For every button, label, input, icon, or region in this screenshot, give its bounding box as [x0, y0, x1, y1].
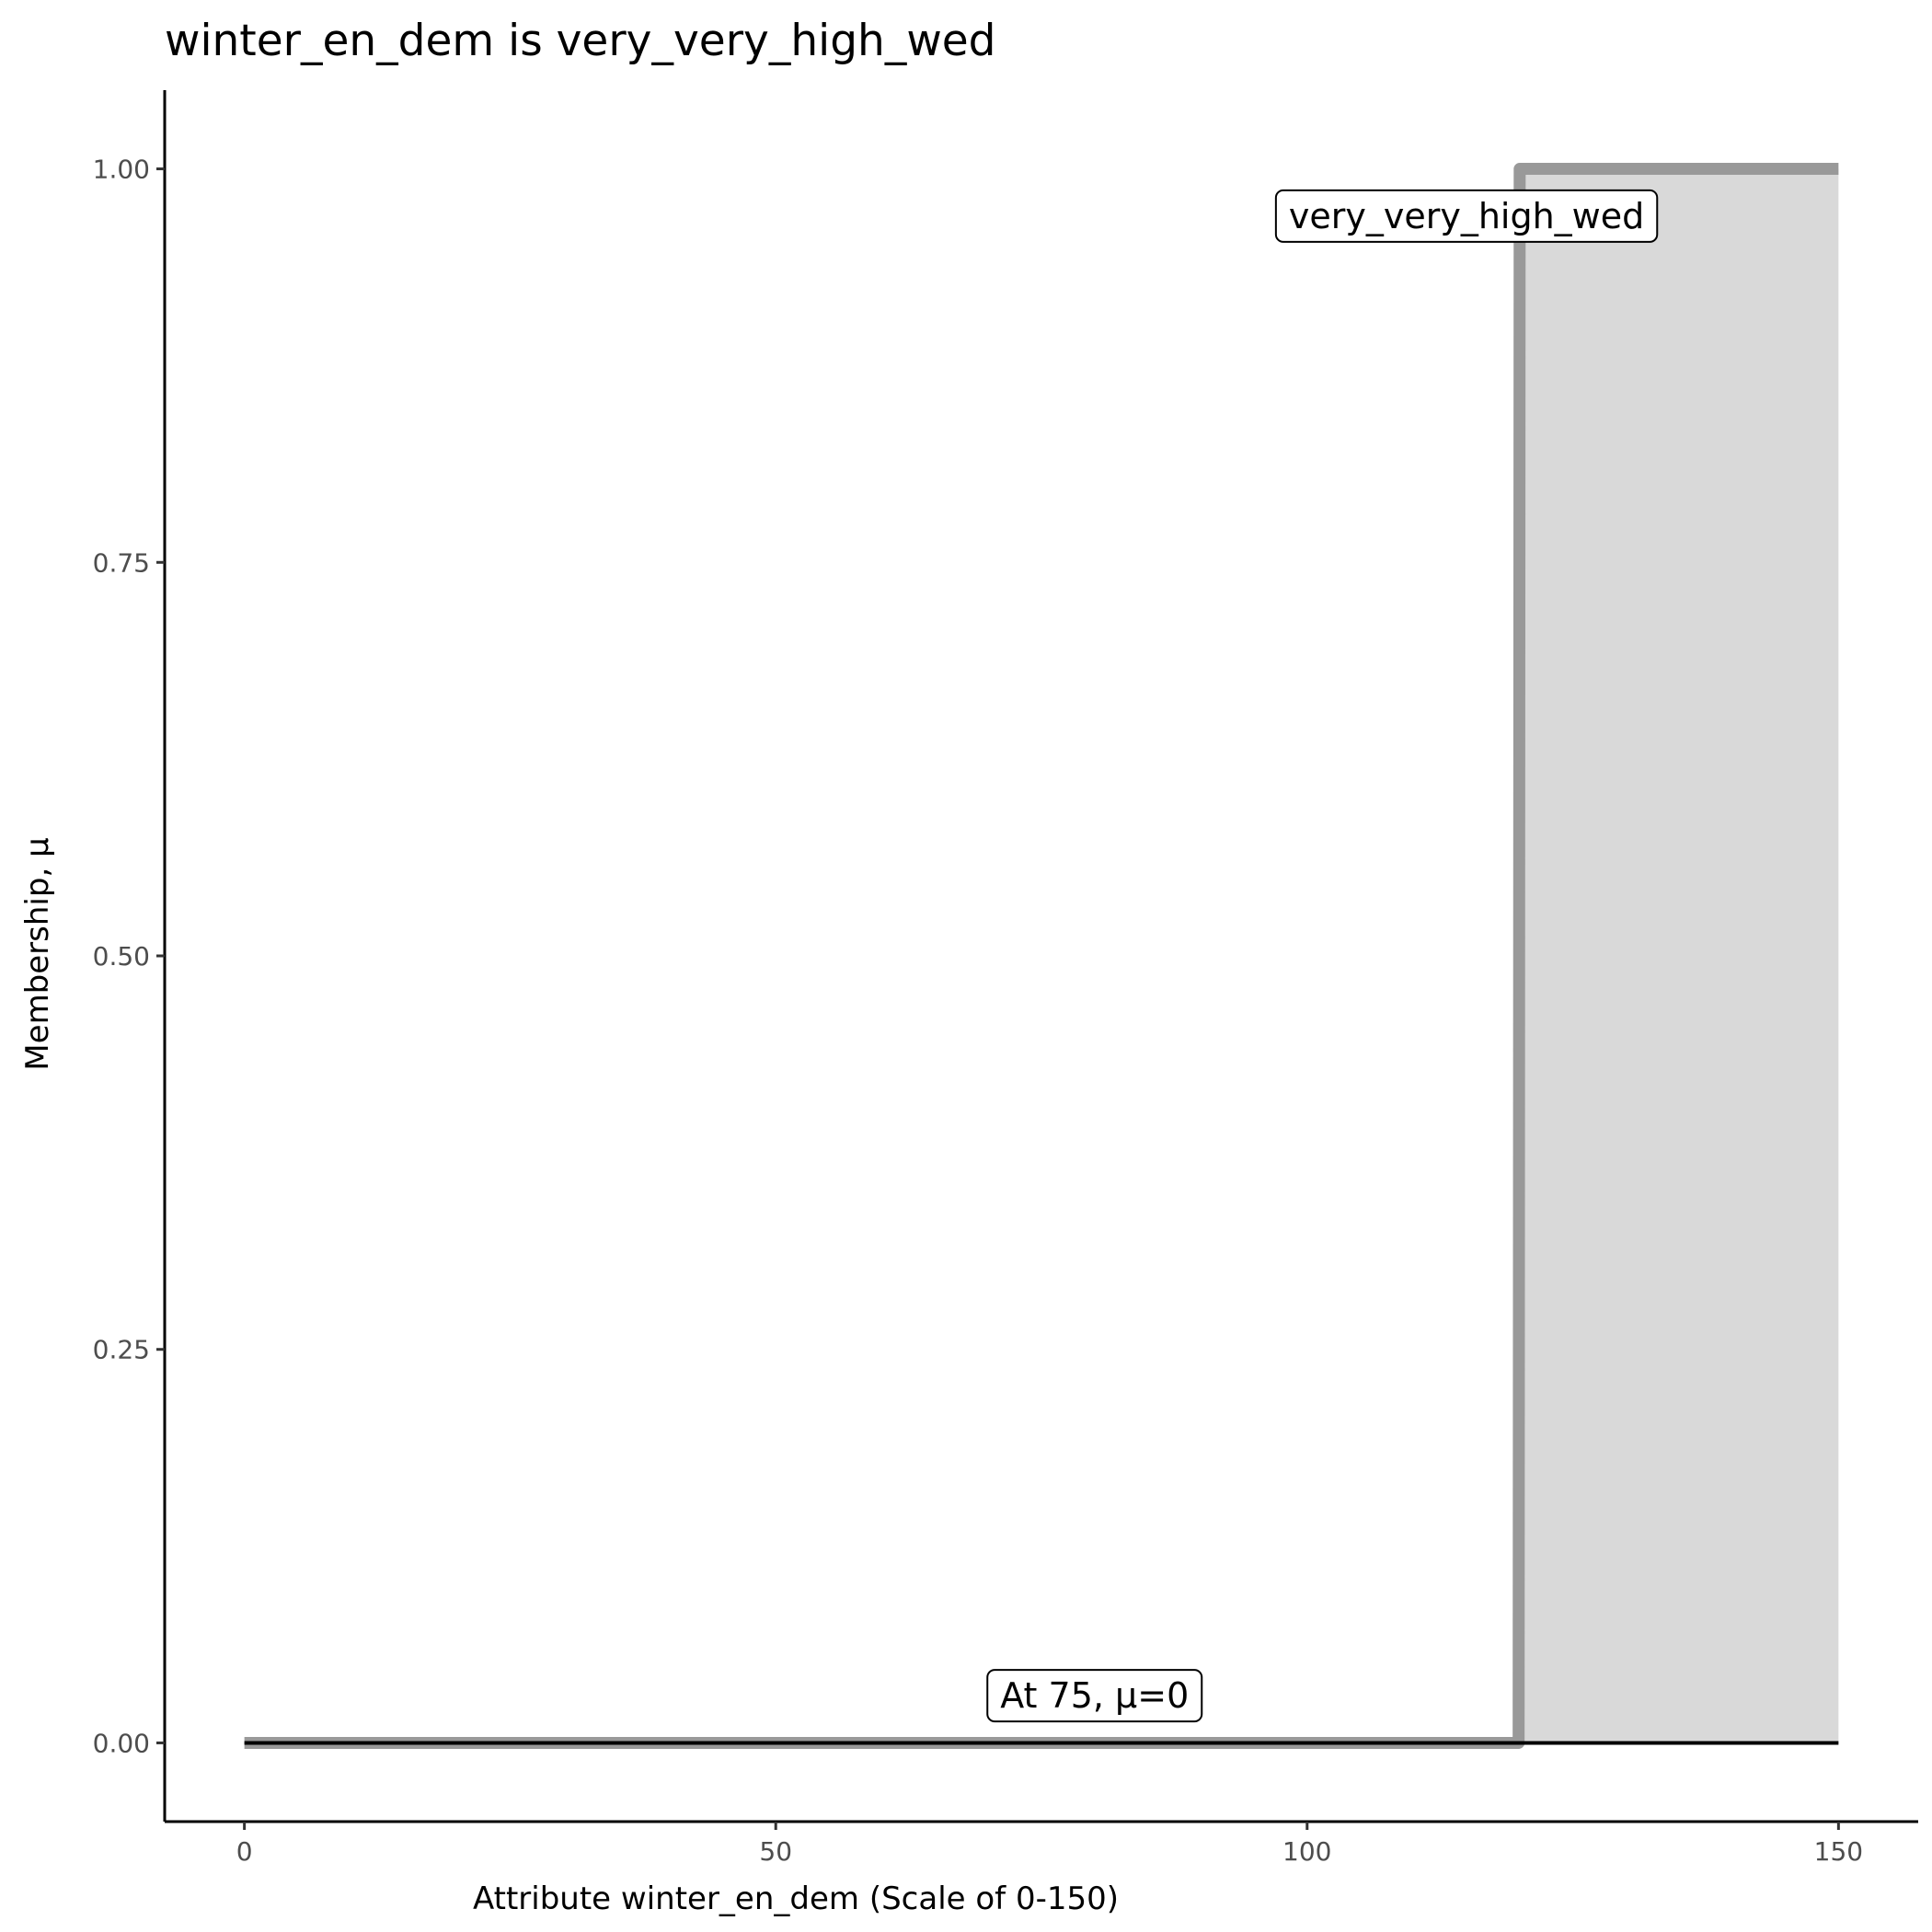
annotation-label: At 75, μ=0 [986, 1669, 1203, 1723]
annotation-text: very_very_high_wed [1289, 196, 1644, 236]
x-tick-label: 150 [1814, 1836, 1863, 1867]
chart-title: winter_en_dem is very_very_high_wed [165, 16, 996, 66]
series-area [244, 168, 1839, 1743]
annotation-label: very_very_high_wed [1274, 189, 1659, 243]
x-tick-label: 50 [759, 1836, 792, 1867]
plot-area: very_very_high_wed At 75, μ=0 [244, 163, 1839, 1749]
y-tick-label: 0.00 [93, 1728, 150, 1758]
y-tick-label: 0.25 [93, 1335, 150, 1365]
x-tick-label: 0 [236, 1836, 253, 1867]
y-tick-label: 0.50 [93, 941, 150, 972]
y-tick-label: 1.00 [93, 155, 150, 185]
y-tick-label: 0.75 [93, 547, 150, 578]
annotation-box [1274, 189, 1659, 243]
annotation-box [986, 1669, 1203, 1723]
axis-ticks: 0 50 100 150 0.00 0.25 0.50 0.75 1.00 [93, 90, 1918, 1867]
x-tick-label: 100 [1282, 1836, 1331, 1867]
x-axis-title: Attribute winter_en_dem (Scale of 0-150) [473, 1880, 1119, 1917]
annotation-text: At 75, μ=0 [1000, 1675, 1189, 1716]
y-axis-title: Membership, μ [19, 837, 56, 1070]
